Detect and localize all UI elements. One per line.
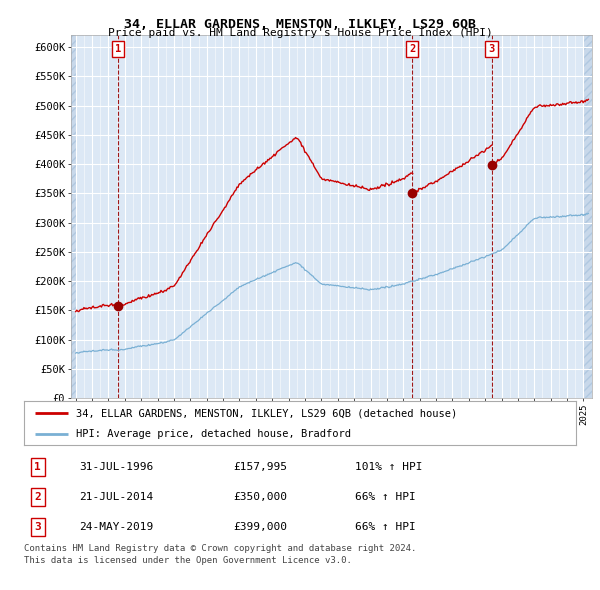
Text: This data is licensed under the Open Government Licence v3.0.: This data is licensed under the Open Gov… [24, 556, 352, 565]
Text: Contains HM Land Registry data © Crown copyright and database right 2024.: Contains HM Land Registry data © Crown c… [24, 544, 416, 553]
Text: 21-JUL-2014: 21-JUL-2014 [79, 492, 154, 502]
Text: 34, ELLAR GARDENS, MENSTON, ILKLEY, LS29 6QB (detached house): 34, ELLAR GARDENS, MENSTON, ILKLEY, LS29… [76, 408, 458, 418]
Text: 2: 2 [34, 492, 41, 502]
Text: 2: 2 [409, 44, 415, 54]
Text: 31-JUL-1996: 31-JUL-1996 [79, 462, 154, 471]
Text: 3: 3 [488, 44, 494, 54]
Text: 66% ↑ HPI: 66% ↑ HPI [355, 492, 416, 502]
Text: Price paid vs. HM Land Registry's House Price Index (HPI): Price paid vs. HM Land Registry's House … [107, 28, 493, 38]
Text: 1: 1 [115, 44, 121, 54]
Text: 24-MAY-2019: 24-MAY-2019 [79, 522, 154, 532]
Text: HPI: Average price, detached house, Bradford: HPI: Average price, detached house, Brad… [76, 430, 352, 440]
Text: 1: 1 [34, 462, 41, 471]
Text: £350,000: £350,000 [234, 492, 288, 502]
Text: 66% ↑ HPI: 66% ↑ HPI [355, 522, 416, 532]
Text: 101% ↑ HPI: 101% ↑ HPI [355, 462, 422, 471]
Text: 3: 3 [34, 522, 41, 532]
Text: £399,000: £399,000 [234, 522, 288, 532]
Text: £157,995: £157,995 [234, 462, 288, 471]
Text: 34, ELLAR GARDENS, MENSTON, ILKLEY, LS29 6QB: 34, ELLAR GARDENS, MENSTON, ILKLEY, LS29… [124, 18, 476, 31]
